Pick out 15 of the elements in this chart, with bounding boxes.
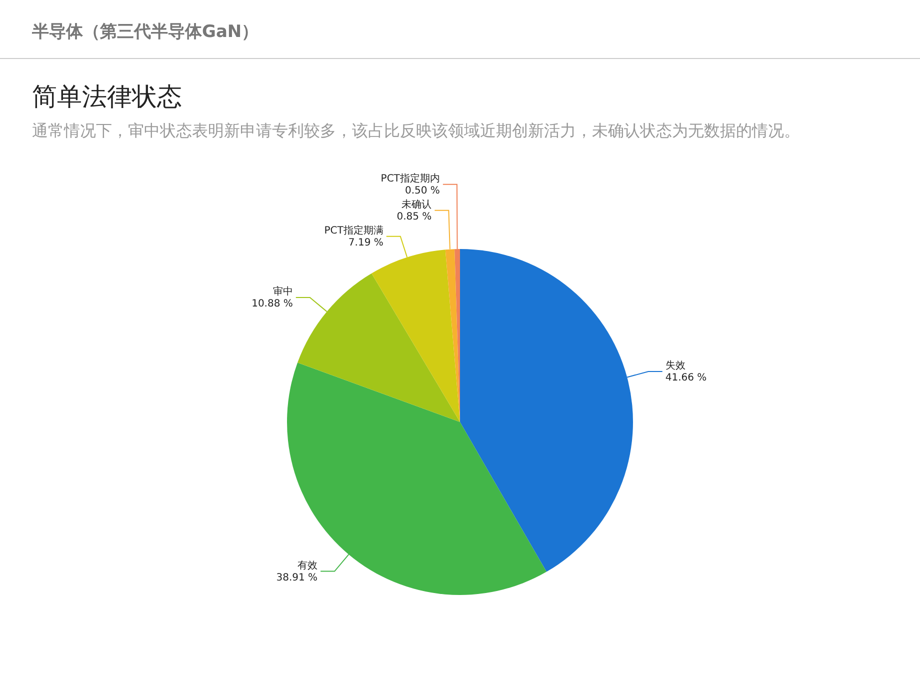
data-label: 41.66 %	[665, 372, 707, 384]
chart-title: 简单法律状态	[32, 81, 182, 113]
data-label: 7.19 %	[348, 237, 384, 248]
slice-label: 未确认	[402, 198, 432, 210]
data-label: 0.50 %	[404, 185, 440, 196]
slice-label: 审中	[272, 286, 293, 298]
slice-label: 失效	[665, 360, 686, 372]
chart-subtitle: 通常情况下，审中状态表明新申请专利较多，该占比反映该领域近期创新活力，未确认状态为无数据的情况。	[32, 120, 801, 142]
data-label: 38.91 %	[276, 572, 318, 584]
text: 半导体（第三代半导体GaN）	[32, 21, 259, 43]
slice-label: 有效	[298, 559, 318, 572]
data-label: 0.85 %	[396, 211, 432, 222]
data-label: 10.88 %	[252, 298, 293, 310]
slice-label: PCT指定期满	[324, 224, 384, 236]
slice-label: PCT指定期内	[380, 172, 440, 184]
